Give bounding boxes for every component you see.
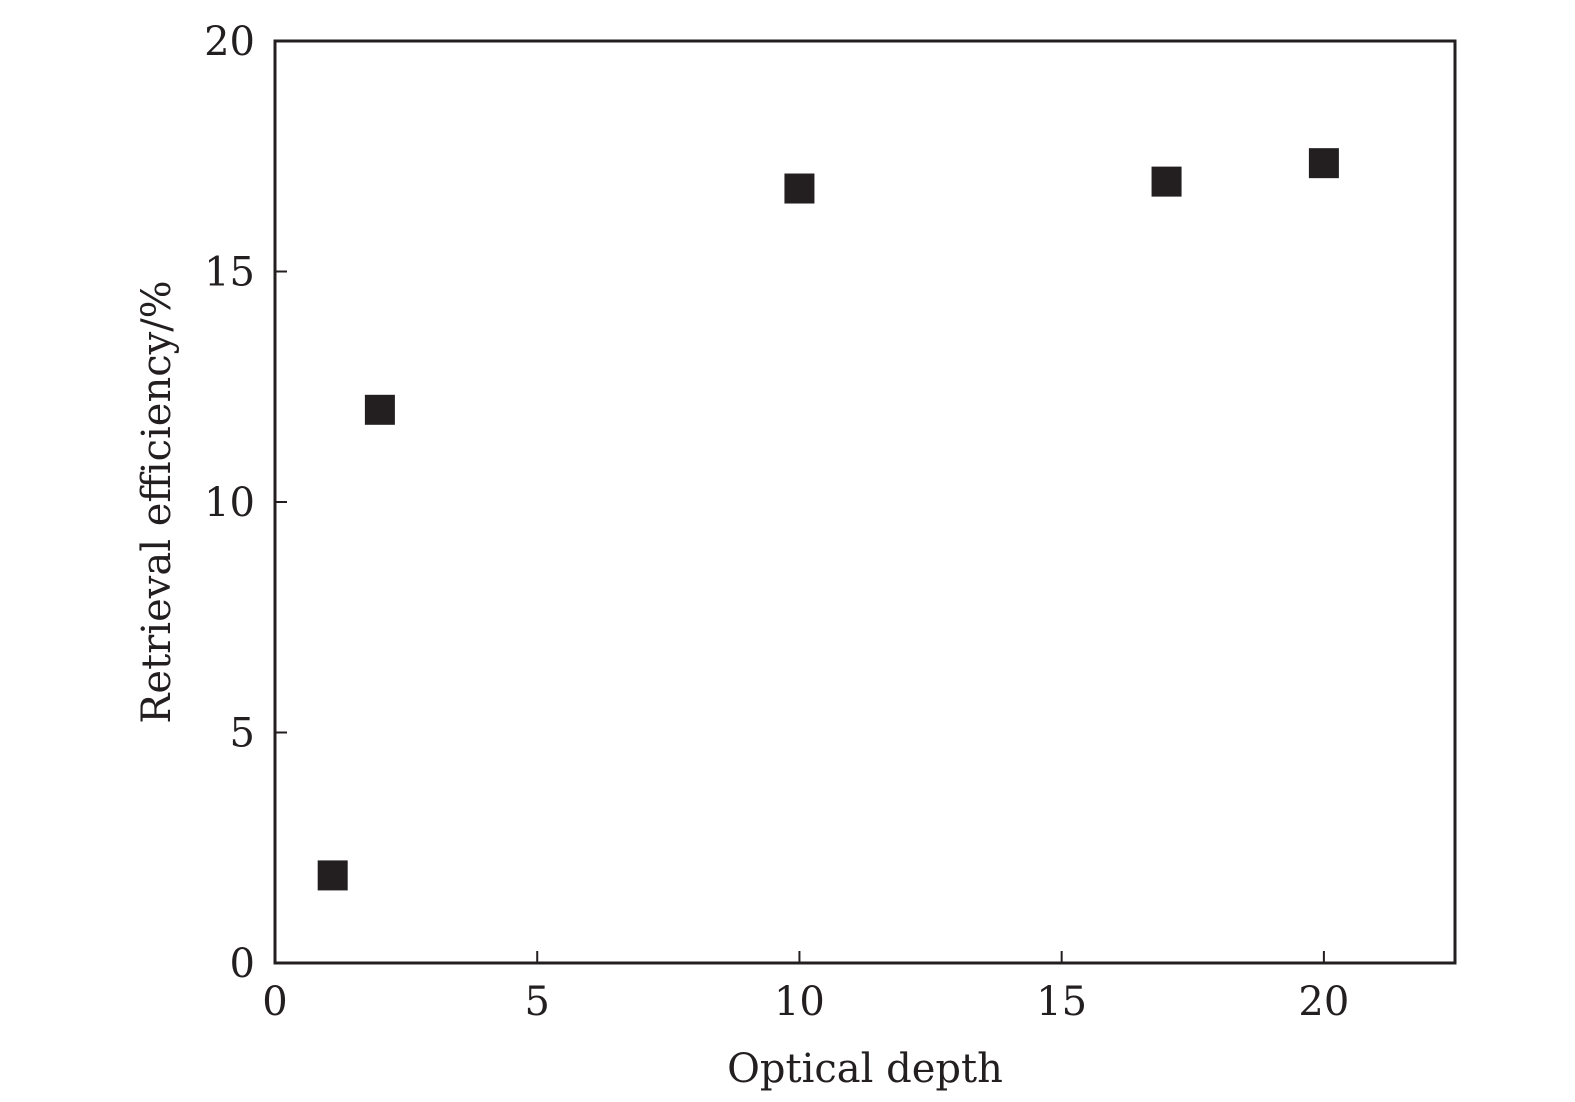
data-points bbox=[317, 148, 1339, 891]
x-tick-label-0: 0 bbox=[262, 979, 287, 1025]
plot-frame bbox=[273, 39, 1457, 965]
y-tick-label-0: 0 bbox=[230, 941, 255, 987]
x-axis-label: Optical depth bbox=[727, 1046, 1003, 1092]
data-point-3 bbox=[1151, 166, 1182, 197]
x-tick-label-3: 15 bbox=[1036, 979, 1087, 1025]
x-tick-label-4: 20 bbox=[1298, 979, 1349, 1025]
data-point-0 bbox=[317, 860, 348, 891]
y-tick-label-4: 20 bbox=[204, 19, 255, 65]
data-point-1 bbox=[364, 394, 395, 425]
axis-tick-labels: 0 5 10 15 20 0 5 10 15 20 bbox=[204, 19, 1349, 1025]
data-point-4 bbox=[1308, 148, 1339, 179]
x-tick-label-1: 5 bbox=[524, 979, 549, 1025]
x-tick-label-2: 10 bbox=[774, 979, 825, 1025]
y-tick-label-3: 15 bbox=[204, 250, 255, 296]
data-point-2 bbox=[784, 173, 815, 204]
y-tick-label-1: 5 bbox=[230, 711, 255, 757]
y-axis-label: Retrieval efficiency/% bbox=[134, 280, 180, 723]
y-tick-label-2: 10 bbox=[204, 480, 255, 526]
